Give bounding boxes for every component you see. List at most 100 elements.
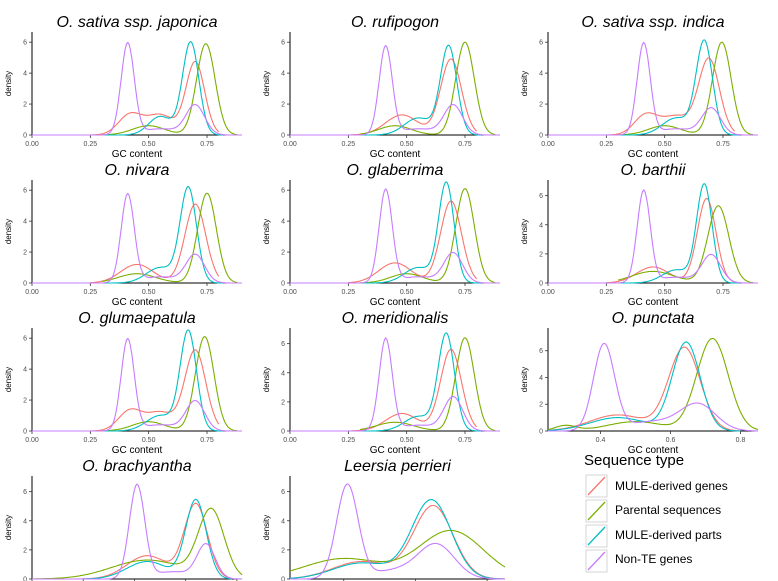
x-axis-title: GC content: [628, 297, 679, 308]
panel-8: O. punctata 0 2 4 6 0.4 0.6 0.8 GC content densit…: [520, 310, 759, 456]
x-tick-label: 0.00: [541, 141, 555, 148]
x-tick-label: 0.75: [716, 141, 730, 148]
y-tick-label: 2: [281, 547, 285, 554]
y-tick-label: 6: [23, 40, 27, 47]
legend-entry-parental: Parental sequences: [585, 499, 721, 523]
x-tick-label: 0.50: [142, 289, 156, 296]
y-tick-label: 0: [281, 133, 285, 140]
legend: Sequence type MULE-derived genes Parenta…: [584, 452, 728, 573]
series-line-mule-derived-parts: [83, 498, 232, 580]
legend-swatch-mule-parts: [587, 526, 606, 546]
y-tick-label: 4: [539, 222, 543, 229]
panel-title: O. rufipogon: [351, 14, 439, 31]
y-tick-label: 2: [539, 402, 543, 409]
series-line-non-te-genes: [548, 189, 758, 284]
y-axis-title: density: [520, 367, 529, 392]
y-axis-title: density: [262, 515, 271, 540]
x-axis-title: GC content: [370, 297, 421, 308]
y-axis-title: density: [4, 515, 13, 540]
legend-label-parental: Parental sequences: [615, 503, 721, 517]
panel-title: Leersia perrieri: [344, 458, 451, 475]
series-line-non-te-genes: [32, 41, 242, 136]
legend-label-mule-parts: MULE-derived parts: [615, 528, 722, 542]
y-tick-label: 2: [281, 102, 285, 109]
y-axis-title: density: [262, 71, 271, 96]
series-line-mule-derived-parts: [102, 41, 224, 136]
y-tick-label: 4: [281, 71, 285, 78]
y-axis-title: density: [520, 219, 529, 244]
y-tick-label: 2: [539, 251, 543, 258]
y-tick-label: 2: [23, 547, 27, 554]
panel-title: O. brachyantha: [82, 458, 192, 475]
y-tick-label: 2: [23, 250, 27, 257]
x-tick-label: 0.25: [342, 289, 356, 296]
series-line-mule-derived-genes: [289, 504, 505, 580]
series-line-parental-sequences: [360, 187, 496, 284]
y-tick-label: 6: [23, 336, 27, 343]
x-axis-title: GC content: [112, 149, 163, 160]
x-tick-label: 0.00: [283, 437, 297, 444]
series-line-mule-derived-genes: [70, 502, 232, 580]
x-axis-title: GC content: [628, 445, 679, 456]
series-line-non-te-genes: [548, 342, 758, 432]
panel-1: O. rufipogon 0 2 4 6 0.00 0.25 0.50 0.75 GC conte…: [262, 14, 500, 160]
legend-swatch-parental: [587, 501, 606, 521]
x-tick-label: 0.25: [84, 141, 98, 148]
y-tick-label: 2: [23, 102, 27, 109]
x-tick-label: 0.25: [600, 289, 614, 296]
series-line-mule-derived-genes: [606, 197, 735, 284]
y-tick-label: 4: [281, 370, 285, 377]
x-tick-label: 0.75: [716, 289, 730, 296]
series-line-non-te-genes: [32, 337, 242, 432]
y-tick-label: 4: [23, 367, 27, 374]
x-tick-label: 0.00: [25, 289, 39, 296]
panel-5: O. barthii 0 2 4 6 0.00 0.25 0.50 0.75 GC content…: [520, 162, 758, 308]
legend-label-mule-genes: MULE-derived genes: [615, 479, 728, 493]
y-tick-label: 0: [23, 281, 27, 288]
series-line-non-te-genes: [32, 483, 243, 580]
series-line-parental-sequences: [32, 507, 243, 580]
y-tick-label: 0: [23, 133, 27, 140]
x-tick-label: 0.25: [84, 437, 98, 444]
y-tick-label: 2: [23, 398, 27, 405]
y-tick-label: 0: [281, 429, 285, 436]
x-tick-label: 0.50: [658, 289, 672, 296]
legend-entry-non-te: Non-TE genes: [585, 549, 692, 573]
x-tick-label: 0.25: [84, 289, 98, 296]
y-tick-label: 0: [281, 281, 285, 288]
series-line-parental-sequences: [359, 41, 496, 136]
x-tick-label: 0.75: [200, 437, 214, 444]
x-tick-label: 0.75: [458, 141, 472, 148]
x-tick-label: 0.00: [283, 289, 297, 296]
x-tick-label: 0.25: [342, 437, 356, 444]
y-axis-title: density: [4, 71, 13, 96]
x-tick-label: 0.6: [666, 437, 676, 444]
y-tick-label: 0: [539, 133, 543, 140]
x-axis-title: GC content: [112, 445, 163, 456]
panel-4: O. glaberrima 0 2 4 6 0.00 0.25 0.50 0.75 GC cont…: [262, 162, 500, 308]
series-line-mule-derived-parts: [289, 498, 505, 580]
x-tick-label: 0.25: [600, 141, 614, 148]
panel-title: O. glaberrima: [347, 162, 444, 179]
y-tick-label: 2: [539, 102, 543, 109]
y-tick-label: 4: [539, 71, 543, 78]
series-line-mule-derived-parts: [102, 329, 224, 432]
series-line-non-te-genes: [548, 41, 758, 136]
y-tick-label: 4: [539, 375, 543, 382]
series-line-parental-sequences: [359, 337, 496, 432]
series-line-non-te-genes: [290, 483, 505, 580]
x-tick-label: 0.50: [142, 437, 156, 444]
panel-0: O. sativa ssp. japonica 0 2 4 6 0.00 0.25 0.50 0…: [4, 14, 242, 160]
y-tick-label: 2: [281, 250, 285, 257]
panel-title: O. nivara: [105, 162, 170, 179]
series-line-parental-sequences: [102, 43, 238, 136]
series-line-mule-derived-parts: [360, 332, 482, 432]
y-tick-label: 4: [281, 219, 285, 226]
x-tick-label: 0.75: [458, 437, 472, 444]
legend-swatch-mule-genes: [587, 476, 606, 496]
panel-title: O. sativa ssp. japonica: [57, 14, 218, 31]
y-tick-label: 4: [23, 219, 27, 226]
x-tick-label: 0.8: [736, 437, 746, 444]
y-tick-label: 6: [281, 188, 285, 195]
